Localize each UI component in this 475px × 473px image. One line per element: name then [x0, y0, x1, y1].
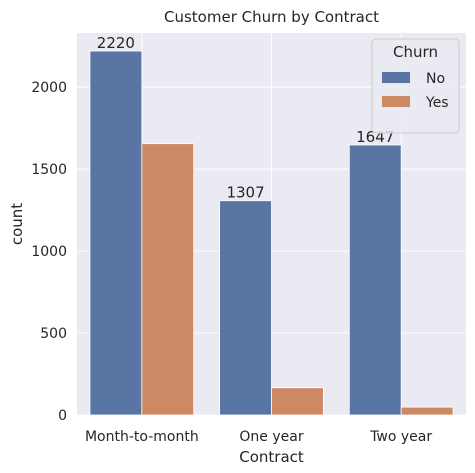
bar-no-1 — [219, 200, 272, 416]
legend-box — [371, 38, 460, 134]
bar-yes-0 — [141, 143, 195, 416]
bar-no-2 — [348, 144, 402, 416]
y-axis-label: count — [8, 203, 26, 245]
x-axis-label: Contract — [239, 448, 304, 466]
chart-title: Customer Churn by Contract — [164, 8, 379, 26]
y-tick-labels: 0 500 1000 1500 2000 — [31, 80, 67, 424]
legend-label-no: No — [426, 71, 445, 87]
bar-no-0 — [89, 50, 143, 416]
bar-value-label: 1307 — [226, 184, 264, 202]
legend-swatch-yes — [382, 96, 410, 107]
legend-label-yes: Yes — [425, 95, 449, 111]
x-tick-label: Two year — [369, 429, 432, 445]
y-tick-label: 500 — [40, 326, 67, 342]
bar-yes-1 — [271, 387, 324, 416]
y-tick-label: 2000 — [31, 80, 67, 96]
bar-yes-2 — [400, 406, 454, 416]
y-tick-label: 1500 — [31, 162, 67, 178]
legend-swatch-no — [382, 72, 410, 83]
y-tick-label: 1000 — [31, 244, 67, 260]
y-tick-label: 0 — [58, 408, 67, 424]
legend-title: Churn — [393, 43, 438, 61]
legend: Churn No Yes — [371, 38, 460, 134]
x-tick-labels: Month-to-month One year Two year — [85, 429, 432, 445]
x-tick-label: Month-to-month — [85, 429, 199, 445]
bars — [89, 50, 454, 416]
bar-value-label: 2220 — [97, 34, 135, 52]
x-tick-label: One year — [239, 429, 303, 445]
